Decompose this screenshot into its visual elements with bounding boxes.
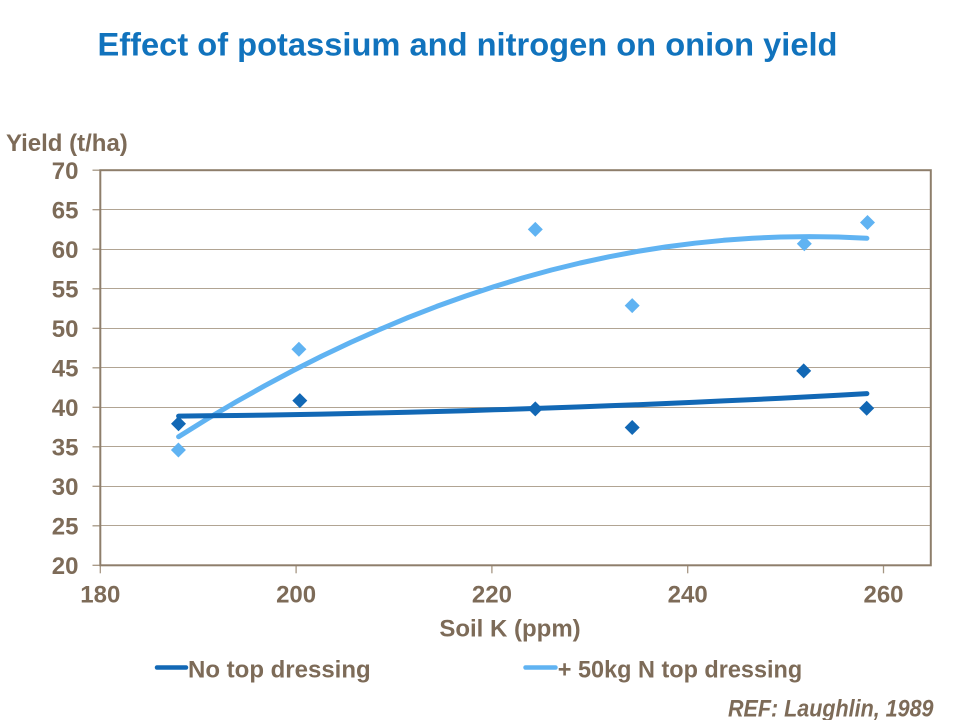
svg-text:45: 45 <box>52 356 79 383</box>
svg-text:180: 180 <box>80 582 120 609</box>
svg-text:+ 50kg N top dressing: + 50kg N top dressing <box>558 657 802 684</box>
svg-text:20: 20 <box>52 553 79 580</box>
svg-text:REF: Laughlin, 1989: REF: Laughlin, 1989 <box>728 696 934 720</box>
svg-text:Yield (t/ha): Yield (t/ha) <box>6 130 128 157</box>
svg-text:No top dressing: No top dressing <box>188 657 371 684</box>
svg-text:30: 30 <box>52 474 79 501</box>
svg-text:240: 240 <box>668 582 708 609</box>
svg-text:35: 35 <box>52 435 79 462</box>
svg-text:Soil K (ppm): Soil K (ppm) <box>439 616 580 643</box>
svg-text:70: 70 <box>52 158 79 185</box>
svg-text:Effect of potassium and nitrog: Effect of potassium and nitrogen on onio… <box>98 27 838 63</box>
svg-text:55: 55 <box>52 277 79 304</box>
svg-text:25: 25 <box>52 514 79 541</box>
svg-text:65: 65 <box>52 197 79 224</box>
svg-text:50: 50 <box>52 316 79 343</box>
svg-text:260: 260 <box>863 582 903 609</box>
svg-text:220: 220 <box>472 582 512 609</box>
svg-text:60: 60 <box>52 237 79 264</box>
svg-text:200: 200 <box>276 582 316 609</box>
svg-text:40: 40 <box>52 395 79 422</box>
